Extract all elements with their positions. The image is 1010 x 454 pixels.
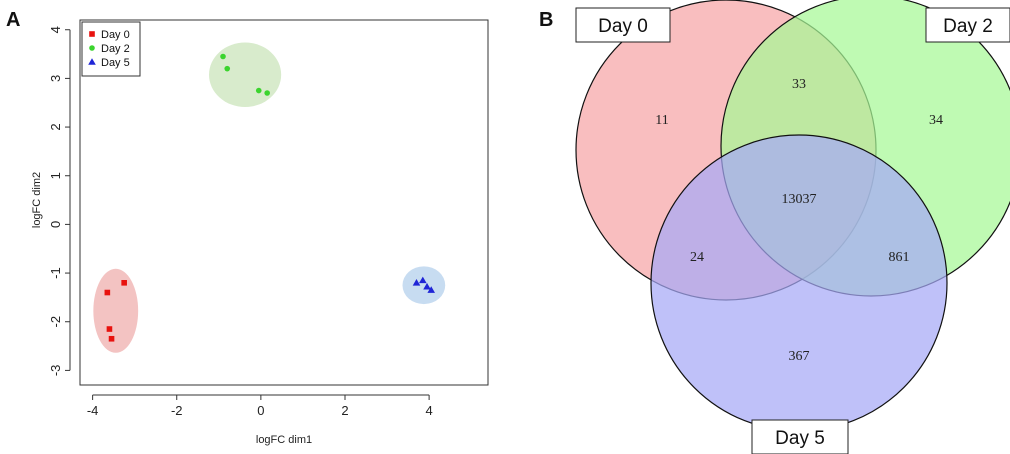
y-tick-label: -2	[48, 316, 63, 328]
venn-circles	[575, 0, 1010, 432]
venn-region-count: 13037	[782, 192, 817, 207]
legend-marker	[88, 58, 96, 65]
venn-set-label-box	[751, 419, 849, 454]
legend-label: Day 0	[101, 29, 130, 41]
y-tick-label: 0	[48, 221, 63, 228]
plot-frame	[79, 19, 489, 386]
cluster-ellipse	[93, 268, 139, 353]
data-point	[220, 53, 226, 60]
legend-marker	[89, 31, 95, 37]
venn-region-counts: 11 33 34 13037 24 861 367	[655, 77, 943, 364]
cluster-ellipses	[93, 42, 446, 353]
x-tick-label: 2	[341, 403, 348, 418]
data-point	[108, 335, 115, 342]
x-tick-label: 4	[425, 403, 432, 418]
data-point	[423, 282, 431, 290]
legend-marker	[89, 45, 95, 51]
legend: Day 0 Day 2 Day 5	[81, 21, 141, 77]
legend-label: Day 5	[101, 57, 130, 69]
venn-region-count: 34	[929, 113, 943, 128]
cluster-ellipse	[402, 266, 446, 305]
data-point	[121, 280, 127, 286]
y-tick-label: 2	[48, 123, 63, 130]
panel-a-scatter: A -4 -2 0 2 4 -3 -2 -1 0 1 2 3 4 logFC dim1 logFC di…	[6, 9, 489, 446]
y-axis-label: logFC dim2	[31, 172, 43, 228]
data-point	[264, 90, 270, 96]
venn-region-count: 861	[889, 250, 910, 265]
cluster-ellipse	[209, 42, 282, 107]
scatter-points	[104, 53, 436, 342]
panel-b-venn: B 11 33 34 13037 24 861 367 Day 0 Day 2 Day 5	[539, 0, 1010, 454]
legend-label: Day 2	[101, 43, 130, 55]
data-point	[255, 87, 262, 94]
y-tick-label: -3	[48, 365, 63, 377]
x-tick-label: 0	[257, 403, 264, 418]
y-tick-label: 1	[48, 172, 63, 179]
venn-region-count: 11	[655, 113, 668, 128]
x-axis-label: logFC dim1	[256, 434, 312, 446]
axis-ticks: -4 -2 0 2 4 -3 -2 -1 0 1 2 3 4	[48, 26, 433, 418]
x-tick-label: -2	[171, 403, 183, 418]
data-point	[412, 279, 421, 286]
data-point	[419, 276, 427, 284]
x-tick-label: -4	[87, 403, 99, 418]
panel-a-letter: A	[6, 9, 20, 31]
venn-region-count: 24	[690, 250, 704, 265]
data-point	[224, 65, 231, 72]
data-point	[104, 289, 111, 296]
venn-set-label: Day 0	[598, 16, 648, 37]
venn-set-label: Day 2	[943, 16, 993, 37]
y-tick-label: -1	[48, 267, 63, 279]
data-point	[106, 326, 113, 332]
venn-region-count: 33	[792, 77, 806, 92]
venn-set-label: Day 5	[775, 428, 825, 449]
venn-set-label-box	[575, 7, 671, 43]
y-tick-label: 4	[48, 26, 63, 33]
venn-set-labels: Day 0 Day 2 Day 5	[575, 7, 1010, 454]
data-point	[427, 286, 436, 293]
venn-circle	[650, 134, 948, 432]
panel-b-letter: B	[539, 9, 553, 31]
venn-region-count: 367	[789, 349, 810, 364]
venn-set-label-box	[925, 7, 1010, 43]
y-tick-label: 3	[48, 75, 63, 82]
